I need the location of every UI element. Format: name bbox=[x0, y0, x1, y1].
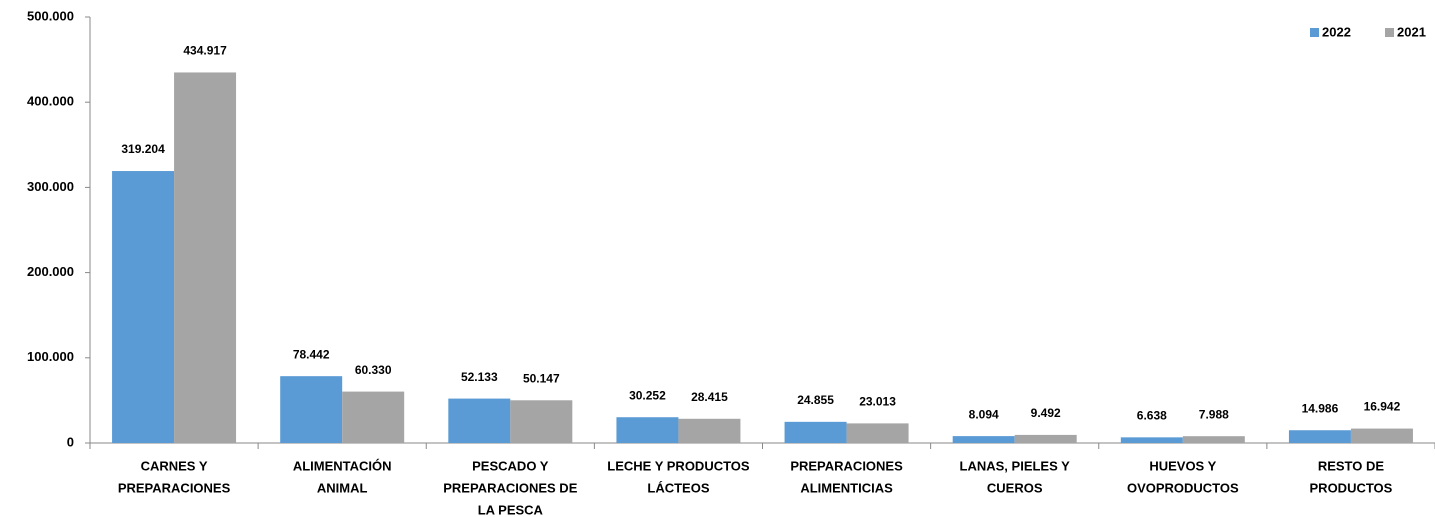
x-tick-label: CARNES Y bbox=[141, 458, 208, 473]
bar bbox=[510, 400, 573, 443]
x-tick-label: LA PESCA bbox=[478, 502, 544, 517]
x-tick-label: PREPARACIONES DE bbox=[443, 480, 577, 495]
x-tick-label: PREPARACIONES bbox=[790, 458, 903, 473]
y-tick-label: 500.000 bbox=[27, 8, 74, 23]
value-label: 434.917 bbox=[183, 44, 227, 58]
bar bbox=[174, 72, 237, 443]
y-tick-label: 300.000 bbox=[27, 179, 74, 194]
bar bbox=[448, 398, 511, 443]
x-tick-label: OVOPRODUCTOS bbox=[1127, 480, 1239, 495]
x-tick-label: LÁCTEOS bbox=[647, 480, 709, 495]
bar bbox=[678, 418, 741, 443]
bar bbox=[952, 436, 1015, 443]
bar bbox=[1288, 430, 1351, 443]
value-label: 78.442 bbox=[293, 347, 330, 361]
bar bbox=[616, 417, 679, 443]
y-tick-label: 0 bbox=[67, 434, 74, 449]
x-tick-label: CUEROS bbox=[987, 480, 1043, 495]
bar bbox=[342, 391, 405, 443]
value-label: 28.415 bbox=[691, 390, 728, 404]
x-tick-label: PRODUCTOS bbox=[1310, 480, 1393, 495]
bar bbox=[784, 421, 847, 443]
bar bbox=[1120, 437, 1183, 443]
legend-label: 2022 bbox=[1322, 24, 1351, 39]
value-label: 30.252 bbox=[629, 388, 666, 402]
bar bbox=[846, 423, 909, 443]
value-label: 7.988 bbox=[1199, 407, 1229, 421]
x-tick-label: PREPARACIONES bbox=[118, 480, 231, 495]
x-tick-label: LECHE Y PRODUCTOS bbox=[607, 458, 750, 473]
value-label: 60.330 bbox=[355, 363, 392, 377]
value-label: 14.986 bbox=[1302, 401, 1339, 415]
value-label: 52.133 bbox=[461, 370, 498, 384]
value-label: 9.492 bbox=[1031, 406, 1061, 420]
y-tick-label: 400.000 bbox=[27, 94, 74, 109]
value-label: 8.094 bbox=[969, 407, 999, 421]
value-label: 23.013 bbox=[859, 395, 896, 409]
x-tick-label: RESTO DE bbox=[1318, 458, 1385, 473]
bar bbox=[1350, 428, 1413, 443]
value-label: 16.942 bbox=[1364, 400, 1401, 414]
legend-label: 2021 bbox=[1397, 24, 1426, 39]
y-tick-label: 100.000 bbox=[27, 349, 74, 364]
x-tick-label: ANIMAL bbox=[317, 480, 368, 495]
x-tick-label: PESCADO Y bbox=[472, 458, 549, 473]
value-label: 6.638 bbox=[1137, 409, 1167, 423]
value-label: 50.147 bbox=[523, 371, 560, 385]
legend-swatch bbox=[1310, 28, 1319, 37]
x-tick-label: HUEVOS Y bbox=[1149, 458, 1216, 473]
value-label: 24.855 bbox=[797, 393, 834, 407]
x-tick-label: ALIMENTACIÓN bbox=[293, 458, 392, 473]
x-tick-label: LANAS, PIELES Y bbox=[960, 458, 1071, 473]
y-tick-label: 200.000 bbox=[27, 264, 74, 279]
bar bbox=[280, 376, 343, 443]
legend-swatch bbox=[1385, 28, 1394, 37]
bar bbox=[112, 171, 175, 443]
value-label: 319.204 bbox=[121, 142, 165, 156]
bar bbox=[1014, 434, 1077, 443]
bar bbox=[1182, 436, 1245, 443]
x-tick-label: ALIMENTICIAS bbox=[800, 480, 893, 495]
